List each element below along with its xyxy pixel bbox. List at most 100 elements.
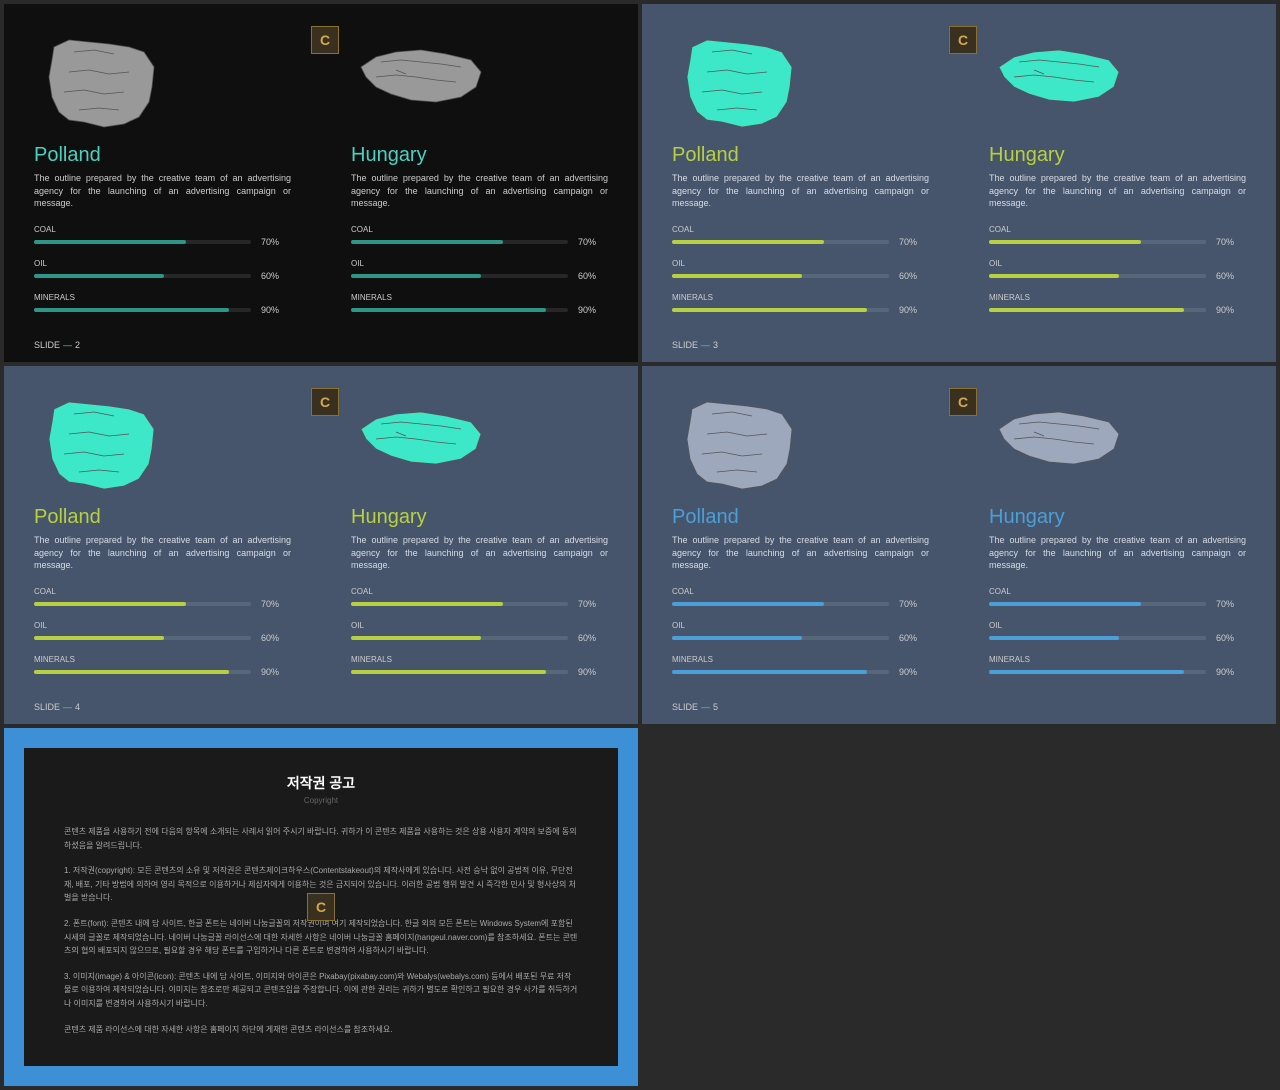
stat-percent: 60% [899, 271, 929, 281]
stat-percent: 60% [261, 633, 291, 643]
logo-badge: C [949, 26, 977, 54]
stat-row: COAL 70% [672, 225, 929, 247]
stat-row: COAL 70% [989, 225, 1246, 247]
country-map [672, 394, 812, 494]
stat-percent: 70% [1216, 599, 1246, 609]
country-block: Polland The outline prepared by the crea… [672, 386, 929, 689]
country-title: Hungary [989, 506, 1246, 529]
stat-bar [672, 308, 889, 312]
stat-bar [989, 274, 1206, 278]
country-desc: The outline prepared by the creative tea… [34, 172, 291, 210]
stat-label: COAL [989, 225, 1246, 234]
country-title: Polland [672, 506, 929, 529]
stat-bar [351, 636, 568, 640]
country-map [34, 394, 174, 494]
logo-badge: C [307, 893, 335, 921]
country-map [351, 32, 491, 132]
country-desc: The outline prepared by the creative tea… [989, 534, 1246, 572]
copyright-slide: C 저작권 공고 Copyright 콘텐츠 제품을 사용하기 전에 다음의 항… [4, 728, 638, 1086]
country-desc: The outline prepared by the creative tea… [672, 534, 929, 572]
stat-row: MINERALS 90% [34, 655, 291, 677]
stat-row: MINERALS 90% [989, 293, 1246, 315]
country-title: Polland [672, 144, 929, 167]
stat-label: OIL [672, 621, 929, 630]
slide-4: Polland The outline prepared by the crea… [4, 366, 638, 724]
stat-row: OIL 60% [34, 259, 291, 281]
stat-percent: 70% [261, 599, 291, 609]
stat-bar [672, 602, 889, 606]
country-block: C Hungary The outline prepared by the cr… [989, 24, 1246, 327]
slide-number: SLIDE—5 [672, 702, 718, 712]
stat-label: COAL [989, 587, 1246, 596]
stat-bar [351, 670, 568, 674]
stat-percent: 60% [1216, 633, 1246, 643]
stat-percent: 60% [899, 633, 929, 643]
country-desc: The outline prepared by the creative tea… [351, 172, 608, 210]
stat-bar [34, 636, 251, 640]
stat-bar [351, 602, 568, 606]
stat-row: MINERALS 90% [351, 655, 608, 677]
stat-label: OIL [989, 259, 1246, 268]
copyright-para: 콘텐츠 제품을 사용하기 전에 다음의 항목에 소개되는 사례서 읽어 주시기 … [64, 825, 578, 852]
country-map [989, 394, 1129, 494]
stat-label: MINERALS [34, 293, 291, 302]
country-map [34, 32, 174, 132]
stat-label: OIL [989, 621, 1246, 630]
stat-row: COAL 70% [34, 587, 291, 609]
copyright-para: 콘텐츠 제품 라이선스에 대한 자세한 사항은 홈페이지 하단에 게재한 콘텐츠… [64, 1023, 578, 1037]
stat-row: COAL 70% [989, 587, 1246, 609]
country-desc: The outline prepared by the creative tea… [351, 534, 608, 572]
slide-2: Polland The outline prepared by the crea… [4, 4, 638, 362]
stat-label: OIL [672, 259, 929, 268]
stat-percent: 90% [1216, 667, 1246, 677]
stat-label: COAL [351, 587, 608, 596]
stat-percent: 70% [578, 237, 608, 247]
country-title: Hungary [351, 506, 608, 529]
country-map [672, 32, 812, 132]
stat-row: OIL 60% [351, 259, 608, 281]
stat-percent: 70% [899, 599, 929, 609]
stat-percent: 70% [578, 599, 608, 609]
stat-row: OIL 60% [672, 621, 929, 643]
stat-percent: 60% [1216, 271, 1246, 281]
slide-5: Polland The outline prepared by the crea… [642, 366, 1276, 724]
logo-badge: C [949, 388, 977, 416]
stat-percent: 90% [899, 667, 929, 677]
stat-bar [989, 602, 1206, 606]
country-title: Polland [34, 506, 291, 529]
stat-percent: 90% [261, 667, 291, 677]
stat-row: MINERALS 90% [34, 293, 291, 315]
stat-row: COAL 70% [351, 225, 608, 247]
stat-label: COAL [672, 587, 929, 596]
country-block: Polland The outline prepared by the crea… [34, 386, 291, 689]
copyright-para: 2. 폰트(font): 콘텐츠 내에 담 사이트, 한글 폰트는 네이버 나눔… [64, 917, 578, 958]
stat-row: MINERALS 90% [351, 293, 608, 315]
stat-percent: 90% [899, 305, 929, 315]
stat-percent: 70% [261, 237, 291, 247]
slide-number: SLIDE—4 [34, 702, 80, 712]
stat-label: OIL [34, 259, 291, 268]
country-desc: The outline prepared by the creative tea… [34, 534, 291, 572]
stat-bar [351, 240, 568, 244]
stat-row: OIL 60% [989, 621, 1246, 643]
stat-bar [351, 274, 568, 278]
stat-bar [989, 670, 1206, 674]
stat-label: COAL [34, 587, 291, 596]
stat-percent: 60% [578, 271, 608, 281]
stat-bar [989, 240, 1206, 244]
stat-bar [672, 240, 889, 244]
slide-3: Polland The outline prepared by the crea… [642, 4, 1276, 362]
stat-row: MINERALS 90% [672, 293, 929, 315]
country-desc: The outline prepared by the creative tea… [672, 172, 929, 210]
stat-label: COAL [672, 225, 929, 234]
stat-bar [672, 274, 889, 278]
stat-label: COAL [34, 225, 291, 234]
slide-number: SLIDE—2 [34, 340, 80, 350]
stat-bar [34, 274, 251, 278]
logo-badge: C [311, 26, 339, 54]
country-desc: The outline prepared by the creative tea… [989, 172, 1246, 210]
stat-bar [34, 670, 251, 674]
country-title: Hungary [351, 144, 608, 167]
stat-bar [351, 308, 568, 312]
country-block: C Hungary The outline prepared by the cr… [351, 24, 608, 327]
